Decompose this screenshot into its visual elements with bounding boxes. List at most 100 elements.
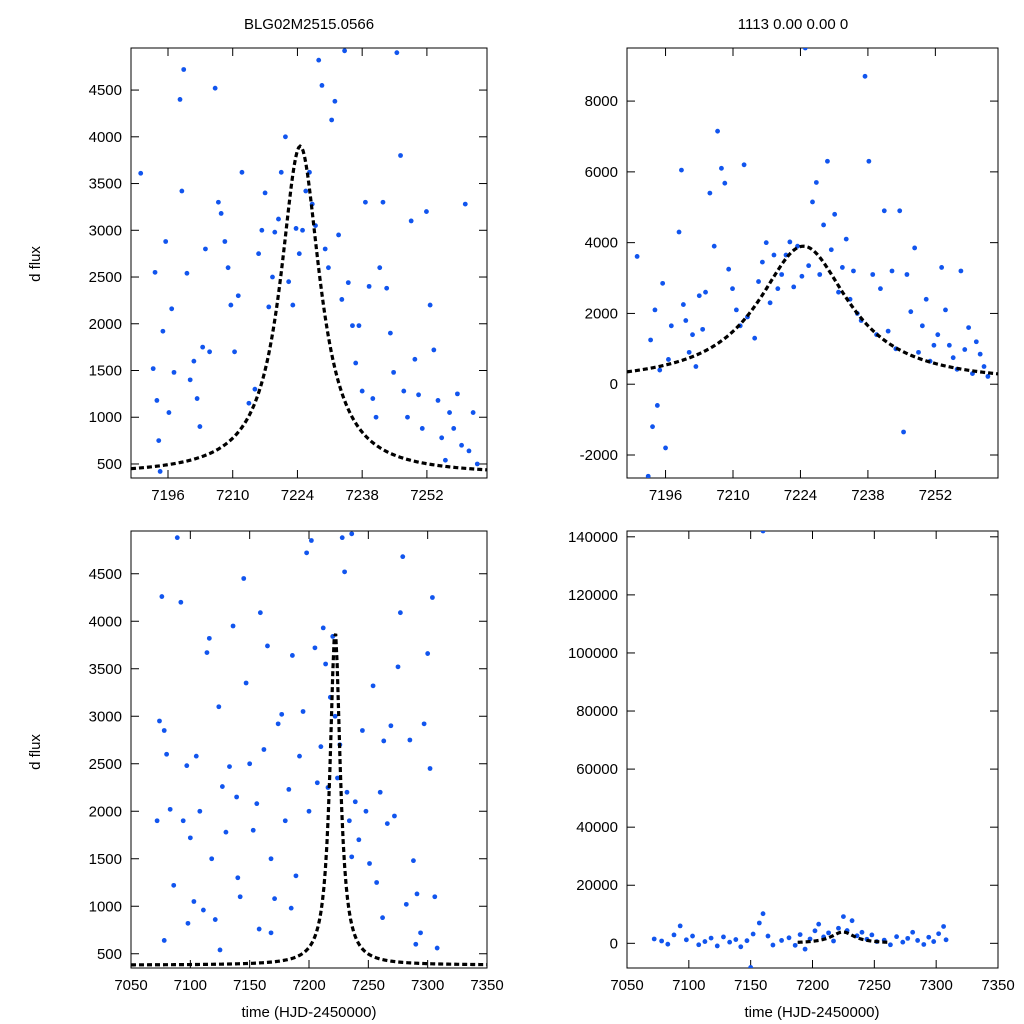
data-point bbox=[345, 280, 351, 286]
panel-bottom-left: 7050 7100 7150 7200 7250 7300 7350 500 1000 1500 2… bbox=[89, 530, 504, 994]
data-point bbox=[230, 623, 236, 629]
data-point bbox=[810, 199, 815, 205]
data-point bbox=[381, 738, 387, 744]
data-point bbox=[187, 835, 193, 841]
data-point bbox=[177, 97, 183, 102]
data-point bbox=[905, 935, 911, 941]
data-point bbox=[272, 229, 278, 235]
data-point bbox=[259, 227, 265, 233]
data-point bbox=[282, 818, 288, 824]
data-point bbox=[752, 335, 758, 341]
data-point bbox=[741, 162, 747, 168]
data-point bbox=[466, 448, 472, 454]
data-point bbox=[265, 643, 270, 649]
data-point bbox=[726, 266, 732, 272]
data-point bbox=[308, 538, 314, 543]
data-point bbox=[407, 737, 413, 743]
data-point bbox=[191, 358, 197, 364]
data-point bbox=[268, 930, 274, 936]
data-point bbox=[181, 67, 187, 72]
data-point bbox=[431, 347, 437, 353]
data-point bbox=[363, 199, 368, 205]
data-point bbox=[941, 924, 946, 929]
data-point bbox=[222, 239, 228, 244]
x-tick-label: 7250 bbox=[858, 977, 891, 994]
plot-area bbox=[131, 531, 487, 967]
y-tick-label: 8000 bbox=[585, 93, 618, 110]
data-point bbox=[237, 894, 243, 900]
model-curve bbox=[627, 244, 998, 376]
data-point bbox=[654, 403, 660, 408]
data-point bbox=[733, 937, 739, 942]
data-point bbox=[931, 939, 937, 944]
y-tick-label: 6000 bbox=[585, 164, 618, 181]
data-point bbox=[234, 794, 240, 800]
data-point bbox=[178, 599, 184, 605]
data-point bbox=[161, 728, 167, 733]
data-point bbox=[703, 289, 708, 295]
data-point bbox=[770, 942, 776, 948]
data-point bbox=[652, 307, 658, 313]
data-point bbox=[878, 286, 883, 292]
data-point bbox=[275, 721, 281, 727]
data-point bbox=[356, 323, 362, 329]
data-point bbox=[427, 766, 433, 771]
data-point bbox=[304, 550, 310, 556]
data-point bbox=[257, 610, 263, 616]
data-point bbox=[442, 457, 448, 463]
data-point bbox=[708, 935, 714, 941]
data-point bbox=[154, 398, 160, 403]
data-point bbox=[802, 48, 808, 51]
plot-frame bbox=[626, 530, 999, 969]
xlabel-right: time (HJD-2450000) bbox=[744, 1004, 879, 1021]
data-point bbox=[400, 554, 406, 560]
data-point bbox=[184, 763, 190, 769]
y-tick-label: 80000 bbox=[576, 703, 618, 720]
data-point bbox=[367, 861, 372, 866]
data-point bbox=[293, 873, 299, 879]
data-point bbox=[696, 293, 702, 299]
data-point bbox=[363, 808, 369, 814]
data-point bbox=[666, 357, 671, 362]
data-point bbox=[744, 938, 750, 944]
data-point bbox=[792, 942, 798, 948]
data-point bbox=[339, 297, 345, 302]
data-point bbox=[671, 932, 677, 938]
data-point bbox=[707, 190, 713, 196]
data-point bbox=[203, 246, 208, 252]
y-tick-label: 3500 bbox=[89, 176, 122, 193]
x-tick-label: 7238 bbox=[851, 487, 884, 504]
data-point bbox=[748, 965, 754, 968]
data-point bbox=[349, 854, 355, 860]
data-point bbox=[174, 535, 180, 541]
data-point bbox=[851, 268, 856, 274]
data-point bbox=[212, 85, 218, 91]
x-tick-label: 7252 bbox=[410, 487, 443, 504]
panel-bottom-right: 7050 7100 7150 7200 7250 7300 7350 0 20000 40000 6… bbox=[568, 529, 1015, 994]
x-tick-label: 7196 bbox=[649, 487, 682, 504]
data-point bbox=[645, 473, 651, 478]
data-point bbox=[693, 364, 699, 369]
data-point bbox=[414, 891, 420, 897]
data-point bbox=[677, 923, 683, 929]
data-point bbox=[923, 296, 929, 302]
data-point bbox=[184, 270, 190, 276]
data-point bbox=[405, 414, 410, 420]
y-tick-label: 1500 bbox=[89, 851, 122, 868]
x-tick-label: 7196 bbox=[151, 487, 184, 504]
data-point bbox=[935, 332, 941, 338]
data-point bbox=[157, 718, 162, 724]
data-point bbox=[159, 594, 165, 599]
data-point bbox=[398, 153, 403, 158]
data-point bbox=[312, 645, 318, 651]
data-point bbox=[750, 931, 756, 937]
data-point bbox=[316, 57, 322, 63]
data-point bbox=[329, 117, 335, 123]
data-point bbox=[700, 326, 706, 332]
data-point bbox=[384, 285, 390, 291]
data-point bbox=[370, 683, 376, 689]
data-point bbox=[791, 284, 797, 290]
data-point bbox=[377, 789, 383, 795]
y-tick-label: 100000 bbox=[568, 645, 618, 662]
data-point bbox=[332, 98, 338, 104]
